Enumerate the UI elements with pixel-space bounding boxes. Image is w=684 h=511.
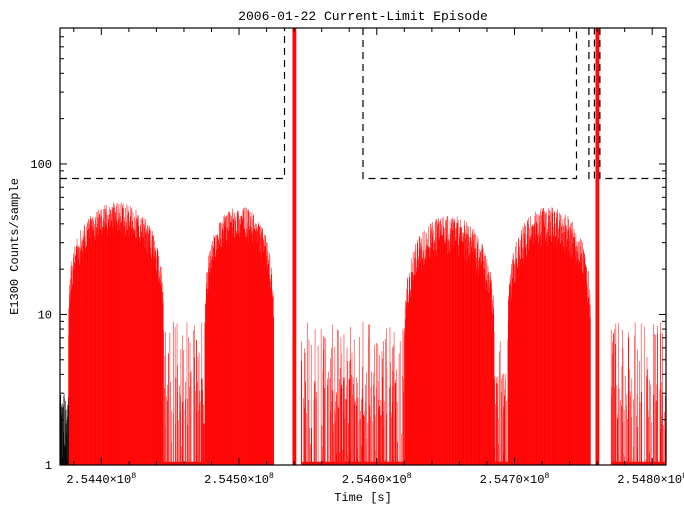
x-tick-label: 2.5460×108	[342, 471, 412, 487]
chart-container: 2.5440×108 2.5450×108 2.5460×108 2.5470×108…	[0, 0, 684, 511]
x-tick-label: 2.5480×108	[617, 471, 684, 487]
x-axis-label: Time [s]	[334, 491, 392, 505]
y-tick-label: 1	[45, 459, 52, 473]
chart-title: 2006-01-22 Current-Limit Episode	[238, 9, 488, 24]
x-tick-label: 2.5440×108	[66, 471, 136, 487]
x-tick-label: 2.5450×108	[204, 471, 274, 487]
y-axis-label: E1300 Counts/sample	[8, 178, 22, 315]
x-tick-label: 2.5470×108	[480, 471, 550, 487]
chart-svg: 2.5440×108 2.5450×108 2.5460×108 2.5470×108…	[0, 0, 684, 511]
y-tick-label: 100	[30, 158, 52, 172]
y-tick-label: 10	[38, 308, 52, 322]
